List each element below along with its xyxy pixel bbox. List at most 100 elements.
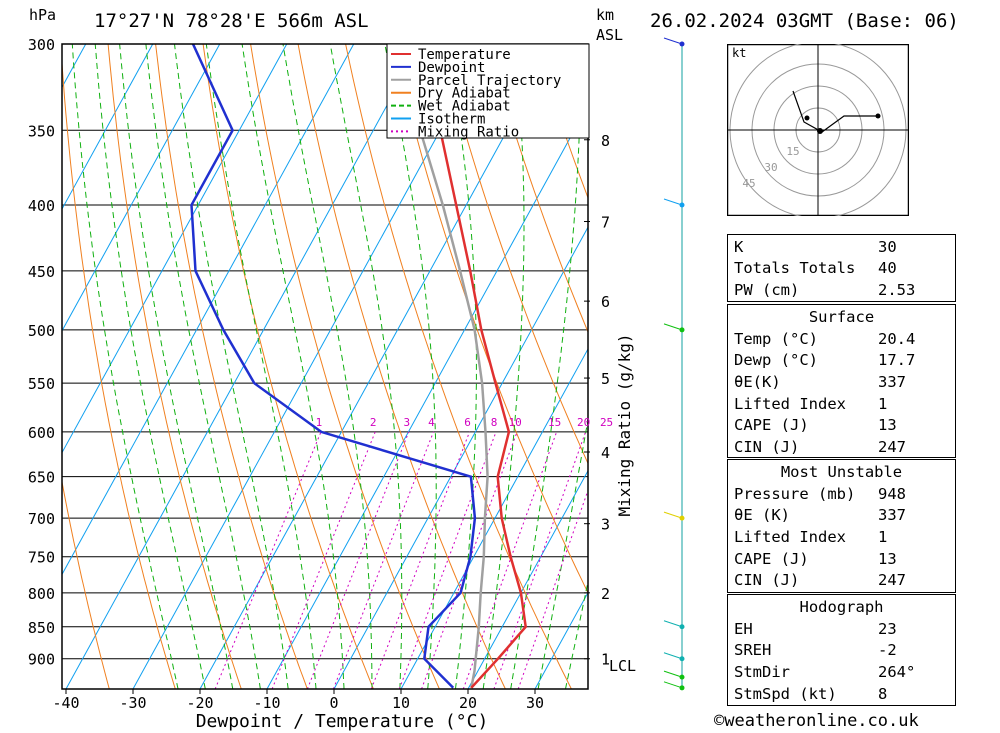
index-value: 40 [878, 259, 897, 278]
isotherm-line [266, 104, 588, 689]
index-row: SREH -2 [730, 640, 919, 662]
mixing-ratio-line [398, 431, 497, 689]
index-label: PW (cm) [734, 280, 800, 299]
index-label: CAPE (J) [734, 416, 809, 435]
dry-adiabat-line [250, 44, 440, 689]
most-unstable-title: Most Unstable [780, 463, 903, 481]
dry-adiabat-line [297, 44, 506, 689]
dry-adiabat-line [963, 44, 1000, 689]
legend-label: Isotherm [418, 112, 485, 128]
wind-barb [663, 37, 683, 45]
index-value: -2 [878, 641, 897, 660]
index-value: 247 [878, 437, 906, 456]
pressure-tick-label: 850 [28, 619, 55, 637]
x-tick-label: -10 [253, 694, 280, 712]
isotherm-line [400, 347, 588, 689]
index-value: 13 [878, 549, 897, 568]
footer-credit[interactable]: ©weatheronline.co.uk [714, 712, 919, 730]
index-label: Pressure (mb) [734, 484, 856, 503]
hodograph-point [875, 113, 881, 119]
temperature-line [412, 44, 528, 689]
mixing-ratio-line [370, 431, 470, 689]
dewpoint-line [190, 44, 477, 689]
index-label: SREH [734, 641, 772, 660]
isotherm-line [132, 44, 489, 689]
pressure-tick-label: 550 [28, 375, 55, 393]
index-value: 337 [878, 506, 906, 525]
mixing-ratio-line [214, 431, 322, 689]
mixing-ratio-label: 1 [316, 416, 323, 429]
index-label: K [734, 237, 744, 256]
wet-adiabat-line [94, 44, 206, 689]
mixing-ratio-label: 25 [600, 416, 613, 429]
index-label: Lifted Index [734, 394, 846, 413]
index-label: StmDir [734, 662, 790, 681]
index-value: 264° [878, 662, 916, 681]
dry-adiabat-line [487, 44, 588, 334]
mixing-ratio-line [462, 431, 558, 689]
mixing-ratio-line [306, 431, 410, 689]
index-row: K 30 [730, 236, 919, 258]
index-label: CIN (J) [734, 571, 800, 590]
index-row: PW (cm) 2.53 [730, 279, 919, 301]
wind-level-dot [679, 656, 685, 662]
index-row: θE (K) 337 [730, 505, 910, 527]
indices-box: K 30 Totals Totals 40 PW (cm) 2.53 [727, 234, 956, 302]
wet-adiabat-line [482, 44, 525, 689]
mixing-ratio-label: 3 [403, 416, 410, 429]
legend-box [386, 43, 590, 139]
index-row: StmDir 264° [730, 661, 919, 683]
wind-level-dot [679, 41, 685, 47]
hodograph-ring-label: 30 [764, 161, 777, 174]
station-location: 17°27'N 78°28'E 566m ASL [94, 10, 369, 32]
site-name: weatheronline.co.uk [724, 711, 919, 731]
wet-adiabat-line [145, 44, 261, 689]
mixing-ratio-label: 4 [428, 416, 435, 429]
index-row: CIN (J) 247 [730, 436, 919, 458]
x-tick-label: -40 [52, 694, 79, 712]
km-unit-label: km [596, 6, 615, 24]
x-tick-label: 20 [459, 694, 477, 712]
hodograph-unit: kt [732, 46, 746, 60]
index-row: Lifted Index 1 [730, 526, 910, 548]
isotherm-line [0, 44, 19, 689]
wet-adiabat-line [174, 44, 289, 689]
wind-level-dot [679, 515, 685, 521]
km-tick-label: 7 [601, 214, 610, 232]
plot-frame [61, 43, 589, 690]
dry-adiabat-line [155, 44, 308, 689]
index-value: 13 [878, 416, 897, 435]
mixing-ratio-line [271, 431, 376, 689]
legend-label: Parcel Trajectory [418, 73, 561, 89]
pressure-tick-label: 800 [28, 585, 55, 603]
pressure-tick-label: 900 [28, 651, 55, 669]
mixing-ratio-label: 15 [548, 416, 561, 429]
wet-adiabat-line [282, 44, 373, 689]
pressure-tick-label: 500 [28, 322, 55, 340]
mixing-ratio-axis-title: Mixing Ratio (g/kg) [615, 333, 634, 516]
hpa-unit-label: hPa [29, 6, 57, 24]
index-row: CIN (J) 247 [730, 569, 910, 591]
index-row: Temp (°C) 20.4 [730, 328, 919, 350]
mixing-ratio-label: 6 [464, 416, 471, 429]
dry-adiabat-line [62, 479, 110, 689]
index-row: Pressure (mb) 948 [730, 483, 910, 505]
dry-adiabat-line [440, 44, 588, 465]
wind-barb [663, 681, 683, 689]
index-value: 8 [878, 684, 888, 703]
isotherm-line [62, 44, 288, 454]
index-value: 17.7 [878, 351, 916, 370]
pressure-tick-label: 600 [28, 424, 55, 442]
parcel-trajectory-line [392, 44, 489, 689]
wind-level-dot [679, 674, 685, 680]
index-value: 30 [878, 237, 897, 256]
isotherm-line [333, 226, 588, 689]
index-label: StmSpd (kt) [734, 684, 837, 703]
isotherm-line [199, 44, 556, 689]
index-value: 337 [878, 372, 906, 391]
index-label: CIN (J) [734, 437, 800, 456]
wet-adiabat-line [241, 44, 345, 689]
hodograph-point [804, 115, 810, 121]
wet-adiabat-line [384, 44, 437, 689]
dry-adiabat-line [392, 44, 588, 594]
